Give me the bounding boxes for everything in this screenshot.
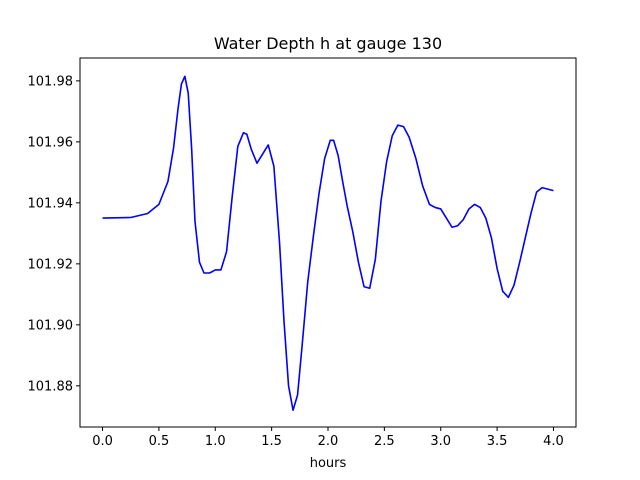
x-tick-label: 4.0 <box>543 434 564 449</box>
x-tick-label: 3.5 <box>487 434 508 449</box>
x-tick-label: 1.5 <box>261 434 282 449</box>
x-tick-label: 2.5 <box>374 434 395 449</box>
y-axis: 101.88 101.90 101.92 101.94 101.96 101.98 <box>28 74 80 394</box>
chart-title: Water Depth h at gauge 130 <box>214 34 442 53</box>
y-tick-label: 101.94 <box>28 196 74 211</box>
y-tick-label: 101.98 <box>28 74 74 89</box>
x-tick-label: 0.0 <box>92 434 113 449</box>
y-tick-label: 101.92 <box>28 257 74 272</box>
x-axis: 0.0 0.5 1.0 1.5 2.0 2.5 3.0 3.5 4.0 <box>92 427 564 449</box>
x-tick-label: 2.0 <box>318 434 339 449</box>
y-tick-label: 101.96 <box>28 135 74 150</box>
x-tick-label: 3.0 <box>430 434 451 449</box>
series-line-0 <box>102 75 554 412</box>
x-tick-label: 0.5 <box>149 434 170 449</box>
x-tick-label: 1.0 <box>205 434 226 449</box>
x-axis-label: hours <box>310 456 347 471</box>
plot-area <box>80 58 576 427</box>
series-layer <box>102 75 554 412</box>
y-tick-label: 101.90 <box>28 318 74 333</box>
y-tick-label: 101.88 <box>28 379 74 394</box>
